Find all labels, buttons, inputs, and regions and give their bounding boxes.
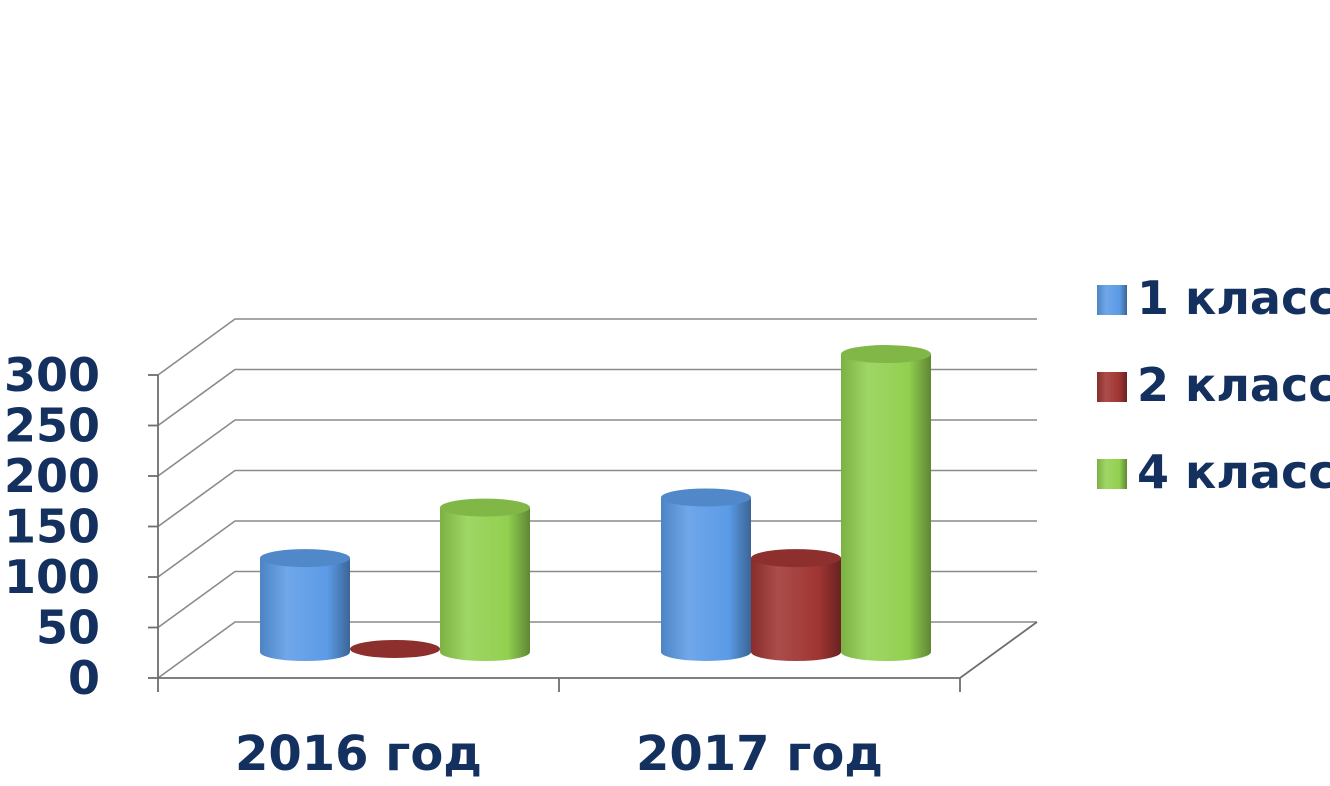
bar-top xyxy=(841,345,931,364)
y-tick-label: 150 xyxy=(4,500,100,554)
bar xyxy=(260,549,350,661)
gridline xyxy=(157,419,1037,477)
bar xyxy=(751,549,841,661)
gridline xyxy=(157,520,1037,578)
y-tick-label: 250 xyxy=(4,399,100,453)
bar-body xyxy=(440,507,530,661)
gridline xyxy=(157,469,1037,528)
gridline xyxy=(157,318,1037,376)
bar xyxy=(440,498,530,661)
legend-swatch xyxy=(1097,459,1127,489)
x-category-label: 2017 год xyxy=(636,726,883,782)
bar-top xyxy=(661,488,751,507)
legend-label: 4 классы xyxy=(1137,445,1330,499)
bar-top xyxy=(350,639,440,658)
legend-swatch xyxy=(1097,285,1127,315)
x-category-label: 2016 год xyxy=(235,726,482,782)
axes xyxy=(148,374,1038,692)
bar-body xyxy=(260,558,350,661)
bar-body xyxy=(841,354,931,661)
legend-swatch xyxy=(1097,372,1127,402)
x-axis-category-labels: 2016 год 2017 год xyxy=(235,726,883,782)
legend: 1 классы 2 классы 4 классы xyxy=(1097,271,1330,499)
bar-body xyxy=(661,497,751,661)
y-tick-label: 300 xyxy=(4,348,100,402)
bar-top xyxy=(260,549,350,568)
legend-label: 1 классы xyxy=(1137,271,1330,325)
bar xyxy=(350,639,440,658)
bar-top xyxy=(751,549,841,568)
y-tick-label: 50 xyxy=(36,601,100,655)
y-tick-label: 100 xyxy=(4,550,100,604)
bars xyxy=(260,345,931,661)
y-tick-label: 0 xyxy=(68,651,100,705)
legend-label: 2 классы xyxy=(1137,358,1330,412)
bar xyxy=(661,488,751,661)
bar-body xyxy=(751,558,841,661)
y-tick-label: 200 xyxy=(4,449,100,503)
gridline xyxy=(157,368,1037,427)
bar-top xyxy=(440,498,530,517)
bar xyxy=(841,345,931,661)
